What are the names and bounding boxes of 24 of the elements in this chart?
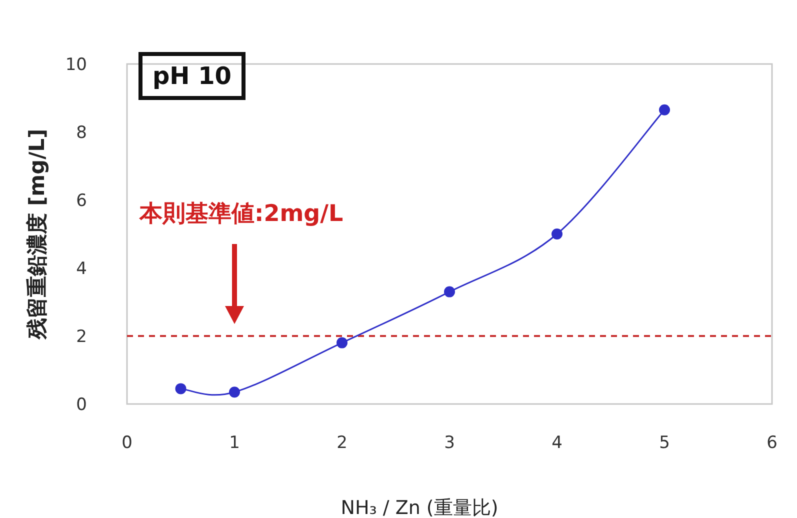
x-tick-label: 6	[766, 433, 778, 453]
point	[552, 228, 562, 240]
x-tick-label: 4	[552, 433, 562, 453]
x-tick-label: 1	[229, 433, 240, 453]
x-axis-title: NH₃ / Zn (重量比)	[340, 497, 498, 518]
y-axis-title: 残留重鉛濃度 [mg/L]	[25, 128, 49, 340]
annotation: 本則基準値:2mg/L	[138, 201, 344, 227]
y-tick-label: 6	[76, 191, 87, 211]
x-tick-label: 3	[444, 433, 455, 453]
x-tick-label: 2	[336, 433, 348, 453]
annotation: pH 10	[152, 62, 232, 90]
x-tick-label: 0	[122, 433, 132, 453]
x-tick-label: 5	[659, 433, 670, 453]
point	[659, 104, 670, 116]
y-tick-label: 8	[76, 123, 87, 143]
point	[336, 337, 348, 348]
y-tick-label: 0	[76, 395, 87, 415]
point	[175, 383, 186, 394]
point	[229, 386, 240, 398]
annotation-box: pH 10	[138, 52, 246, 100]
y-tick-label: 4	[76, 259, 87, 279]
point	[444, 286, 455, 298]
y-tick-label: 2	[76, 327, 87, 347]
y-tick-label: 10	[65, 55, 87, 75]
